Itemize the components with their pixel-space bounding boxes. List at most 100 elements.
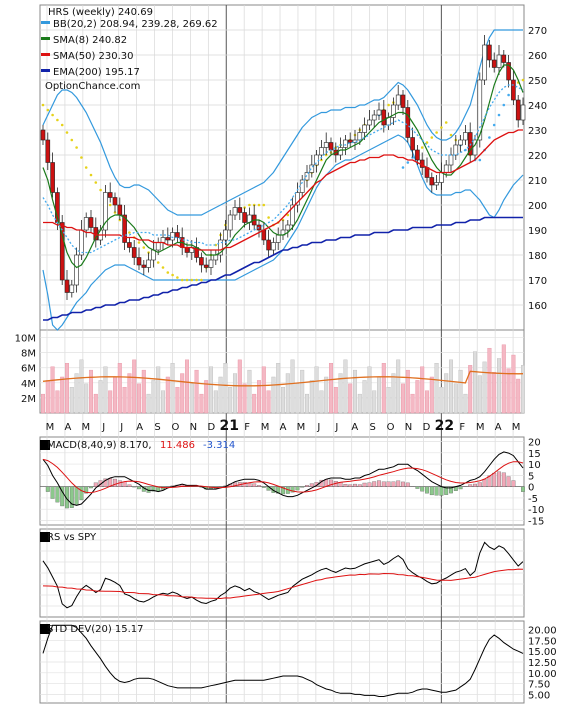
sar-dot: [99, 189, 102, 192]
macd-hist-bar: [497, 472, 501, 487]
volume-bar: [420, 367, 424, 413]
month-label: J: [316, 422, 320, 433]
sar-dot: [450, 134, 453, 137]
candle-body: [487, 45, 491, 60]
sar-dot: [138, 241, 141, 244]
volume-bar: [507, 369, 511, 413]
macd-hist-bar: [440, 487, 444, 496]
price-tick-label: 260: [528, 51, 547, 62]
macd-hist-bar: [46, 487, 50, 492]
candle-body: [348, 140, 352, 143]
month-label: O: [172, 422, 180, 433]
volume-bar: [454, 384, 458, 413]
sar-dot: [80, 156, 83, 159]
candle-body: [454, 145, 458, 155]
volume-bar: [248, 370, 252, 413]
legend-swatch-ema200: [41, 69, 50, 72]
year-label: 22: [435, 418, 454, 434]
month-label: A: [136, 422, 143, 433]
macd-hist-bar: [473, 484, 477, 487]
volume-bar: [368, 367, 372, 413]
volume-bar: [291, 360, 295, 413]
month-label: M: [297, 422, 306, 433]
macd-tick-label: -10: [528, 505, 544, 516]
price-tick-label: 240: [528, 101, 547, 112]
volume-bar: [272, 377, 276, 413]
candle-body: [75, 255, 79, 285]
candle-body: [425, 168, 429, 178]
macd-hist-bar: [392, 482, 396, 487]
month-label: N: [190, 422, 197, 433]
price-tick-label: 250: [528, 76, 547, 87]
volume-bar: [209, 367, 213, 413]
candle-body: [185, 248, 189, 253]
macd-tick-label: 10: [528, 460, 541, 471]
macd-hist-bar: [257, 485, 261, 486]
volume-bar: [142, 370, 146, 413]
price-tick-label: 220: [528, 151, 547, 162]
sar-dot: [522, 79, 525, 82]
volume-bar: [382, 363, 386, 413]
candle-body: [511, 80, 515, 100]
price-tick-label: 230: [528, 126, 547, 137]
volume-bar: [440, 387, 444, 413]
macd-hist-bar: [344, 484, 348, 486]
volume-bar: [252, 394, 256, 413]
candle-body: [372, 115, 376, 120]
legend-swatch-sma8: [41, 37, 50, 40]
macd-hist-bar: [353, 484, 357, 487]
macd-hist-bar: [512, 481, 516, 487]
candle-body: [276, 235, 280, 243]
volume-bar: [396, 360, 400, 413]
volume-bar: [161, 391, 165, 413]
candle-body: [199, 258, 203, 266]
volume-bar: [425, 391, 429, 413]
volume-bar: [224, 363, 228, 413]
macd-hist-bar: [348, 485, 352, 487]
candle-body: [300, 180, 304, 193]
candle-body: [142, 265, 146, 268]
candle-body: [377, 110, 381, 115]
month-label: M: [476, 422, 485, 433]
month-label: D: [207, 422, 215, 433]
candle-body: [70, 285, 74, 293]
volume-bar: [363, 380, 367, 413]
candle-body: [430, 178, 434, 186]
macd-hist-bar: [262, 487, 266, 488]
price-tick-label: 200: [528, 201, 547, 212]
candle-body: [132, 248, 136, 258]
candle-body: [127, 243, 131, 248]
month-label: M: [82, 422, 91, 433]
sar-dot: [248, 204, 251, 207]
macd-hist-bar: [296, 487, 300, 490]
price-tick-label: 210: [528, 176, 547, 187]
candle-body: [243, 213, 247, 223]
sar-dot: [407, 161, 410, 164]
macd-hist-bar: [425, 487, 429, 494]
volume-bar: [113, 377, 117, 413]
volume-tick-label: 4M: [21, 379, 36, 390]
sar-dot: [162, 266, 165, 269]
candle-body: [497, 55, 501, 68]
candle-body: [492, 60, 496, 68]
candle-body: [286, 225, 290, 230]
sar-dot: [75, 146, 78, 149]
legend-swatch-bb: [41, 21, 50, 24]
volume-bar: [156, 367, 160, 413]
volume-bar: [320, 391, 324, 413]
sar-dot: [157, 261, 160, 264]
rs-legend: RS vs SPY: [40, 532, 97, 543]
sar-dot: [51, 114, 54, 117]
candle-body: [324, 143, 328, 148]
volume-bar: [492, 372, 496, 413]
macd-hist-bar: [137, 487, 141, 489]
volume-bar: [228, 387, 232, 413]
sar-dot: [200, 279, 203, 282]
sar-dot: [47, 109, 50, 112]
volume-bar: [459, 370, 463, 413]
sar-dot: [445, 121, 448, 124]
candle-body: [502, 55, 506, 63]
macd-legend: MACD(8,40,9) 8.170, 11.486 -3.314: [40, 440, 235, 451]
macd-signal-value: 11.486: [160, 440, 195, 451]
